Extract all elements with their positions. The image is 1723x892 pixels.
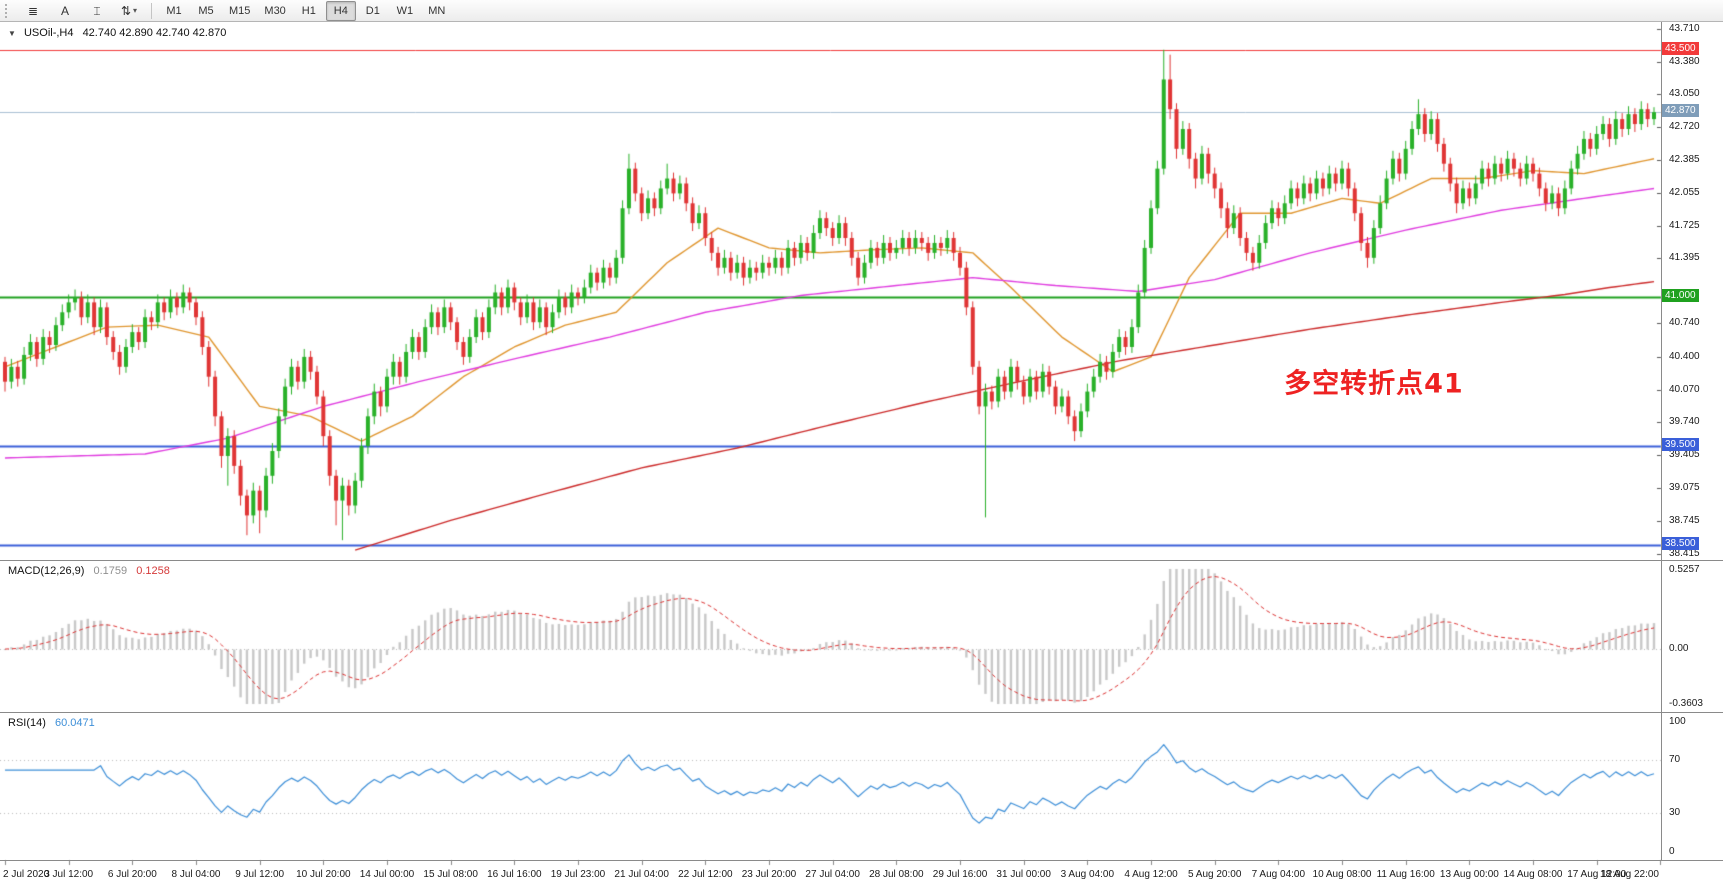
macd-label: MACD(12,26,9) (8, 565, 85, 577)
timeframe-button-group: M1 M5 M15 M30 H1 H4 D1 W1 MN (158, 0, 453, 21)
chart-text-annotation: 多空转折点41 (1284, 368, 1464, 400)
price-line-badge: 38.500 (1662, 537, 1699, 551)
macd-main-value: 0.1759 (93, 565, 128, 577)
price-tick-label: 40.400 (1669, 350, 1700, 362)
time-tick-label: 15 Jul 08:00 (423, 869, 478, 880)
chart-title: ▼ USOil-,H4 42.740 42.890 42.740 42.870 (8, 27, 226, 39)
time-tick-label: 10 Aug 08:00 (1312, 869, 1372, 880)
chart-menu-arrow-icon[interactable]: ▼ (8, 29, 16, 38)
price-tick-label: 38.415 (1669, 547, 1700, 559)
tool-button-group: ≣ A ⌶ ⇅ ▾ (17, 1, 145, 21)
price-tick-label: 38.745 (1669, 514, 1700, 526)
text-label-tool-button[interactable]: A (50, 1, 80, 21)
cursor-line-tool-button[interactable]: ⌶ (82, 1, 112, 21)
time-tick-label: 14 Jul 00:00 (359, 869, 415, 880)
time-tick-label: 4 Aug 12:00 (1124, 869, 1178, 880)
time-tick-label: 11 Aug 16:00 (1376, 869, 1435, 880)
time-tick-label: 31 Jul 00:00 (996, 869, 1051, 880)
price-tick-label: 42.720 (1669, 121, 1700, 133)
time-tick-label: 14 Aug 08:00 (1503, 869, 1563, 880)
price-tick-label: 41.395 (1669, 252, 1700, 264)
time-tick-label: 22 Jul 12:00 (678, 869, 733, 880)
price-tick-label: 43.710 (1669, 22, 1700, 34)
time-tick-label: 8 Jul 04:00 (171, 869, 221, 880)
panel-separator (0, 860, 1723, 861)
time-tick-label: 29 Jul 16:00 (932, 869, 988, 880)
timeframe-button-m5[interactable]: M5 (198, 4, 214, 17)
time-tick-label: 3 Aug 04:00 (1060, 869, 1115, 880)
time-tick-label: 23 Jul 20:00 (741, 869, 797, 880)
time-tick-label: 21 Jul 04:00 (614, 869, 669, 880)
timeframe-button-mn[interactable]: MN (428, 4, 446, 17)
price-axis-separator[interactable] (1661, 22, 1662, 860)
toolbar-separator (151, 2, 152, 19)
chart-symbol-period: USOil-,H4 (23, 27, 74, 39)
price-tick-label: 43.380 (1669, 55, 1700, 67)
chart-objects-list-icon: ≣ (27, 3, 39, 18)
chart-objects-list-button[interactable]: ≣ (18, 1, 48, 21)
price-line-badge: 41.000 (1662, 289, 1699, 303)
time-tick-label: 9 Jul 12:00 (235, 869, 285, 880)
timeframe-button-m15[interactable]: M15 (229, 4, 251, 17)
time-tick-label: 10 Jul 20:00 (296, 869, 351, 880)
cursor-line-tool-icon: ⌶ (93, 3, 101, 18)
timeframe-button-m1[interactable]: M1 (166, 4, 182, 17)
rsi-tick-label: 0 (1669, 846, 1675, 857)
price-tick-label: 39.075 (1669, 482, 1700, 494)
main-toolbar: ≣ A ⌶ ⇅ ▾ M1 M5 M15 M30 H1 H4 D1 W1 MN (0, 0, 1723, 22)
time-tick-label: 6 Jul 20:00 (107, 869, 157, 880)
timeframe-button-w1[interactable]: W1 (396, 4, 414, 17)
timeframe-button-m30[interactable]: M30 (264, 4, 286, 17)
price-tick-label: 39.405 (1669, 449, 1700, 461)
panel-separator (0, 712, 1723, 713)
price-tick-label: 39.740 (1669, 416, 1700, 428)
indicators-dropdown-caret-icon: ▾ (133, 6, 138, 15)
text-label-tool-icon: A (60, 3, 69, 18)
time-tick-label: 7 Aug 04:00 (1251, 869, 1306, 880)
time-tick-label: 17 Aug 12:00 (1567, 869, 1627, 880)
timeframe-button-h1[interactable]: H1 (301, 4, 316, 17)
time-tick-label: 28 Jul 08:00 (869, 869, 924, 880)
price-tick-label: 41.725 (1669, 219, 1700, 231)
time-tick-label: 3 Jul 12:00 (44, 869, 94, 880)
time-tick-label: 18 Aug 22:00 (1600, 869, 1659, 880)
price-tick-label: 43.050 (1669, 88, 1700, 100)
price-line-badge: 43.500 (1662, 41, 1699, 55)
macd-signal-value: 0.1258 (136, 565, 170, 577)
time-tick-label: 27 Jul 04:00 (805, 869, 860, 880)
price-line-badge: 39.500 (1662, 438, 1699, 452)
time-tick-label: 19 Jul 23:00 (550, 869, 606, 880)
rsi-indicator-label: RSI(14) 60.0471 (8, 717, 95, 729)
price-tick-label: 42.385 (1669, 154, 1700, 166)
price-tick-label: 40.740 (1669, 317, 1700, 329)
macd-indicator-label: MACD(12,26,9) 0.1759 0.1258 (8, 565, 170, 577)
panel-separator (0, 560, 1723, 561)
price-tick-label: 40.070 (1669, 383, 1700, 395)
time-tick-label: 13 Aug 00:00 (1439, 869, 1499, 880)
time-tick-label: 5 Aug 20:00 (1187, 869, 1242, 880)
rsi-tick-label: 70 (1669, 754, 1681, 766)
chart-ohlc-readout: 42.740 42.890 42.740 42.870 (82, 27, 227, 39)
timeframe-button-d1[interactable]: D1 (365, 4, 380, 17)
price-line-badge: 42.870 (1662, 104, 1699, 118)
rsi-label: RSI(14) (8, 717, 46, 729)
price-tick-label: 42.055 (1669, 186, 1700, 198)
macd-tick-label: 0.00 (1669, 643, 1689, 655)
macd-tick-label: -0.3603 (1669, 698, 1703, 709)
rsi-tick-label: 100 (1669, 716, 1686, 727)
time-tick-label: 2 Jul 2020 (3, 869, 50, 880)
macd-tick-label: 0.5257 (1669, 564, 1700, 575)
indicators-dropdown-button[interactable]: ⇅ ▾ (114, 1, 144, 21)
indicators-dropdown-icon: ⇅ (120, 3, 132, 18)
rsi-value: 60.0471 (54, 717, 95, 729)
timeframe-button-h4[interactable]: H4 (325, 0, 356, 21)
time-tick-label: 16 Jul 16:00 (487, 869, 542, 880)
rsi-tick-label: 30 (1669, 806, 1681, 818)
toolbar-grip[interactable] (5, 3, 12, 18)
